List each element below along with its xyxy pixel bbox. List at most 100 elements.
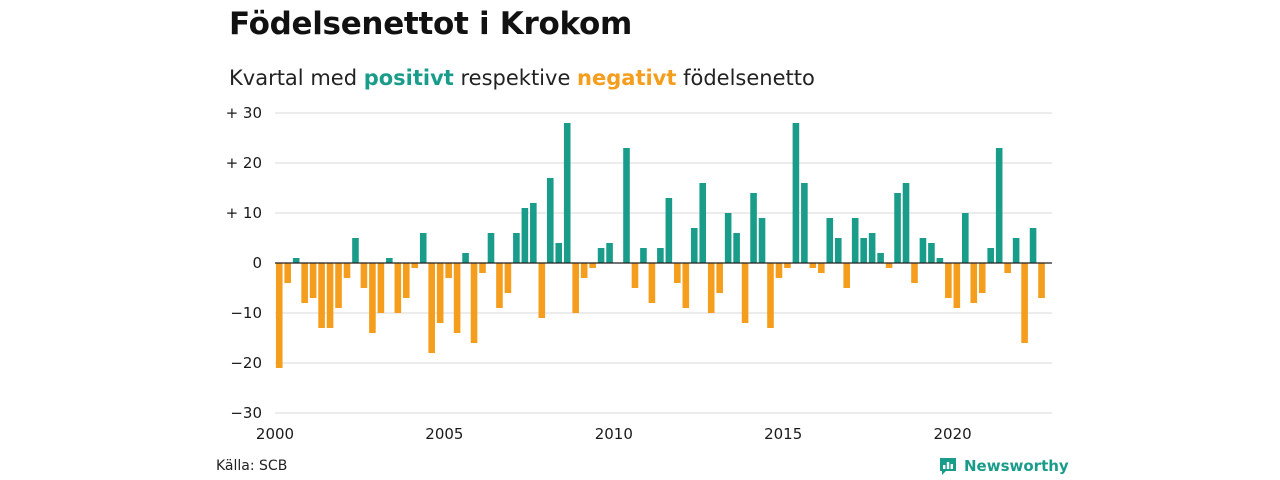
bar-negative (360, 263, 368, 288)
bar-positive (555, 243, 563, 263)
bar-positive (665, 198, 673, 263)
bar-positive (292, 258, 300, 263)
bar-negative (343, 263, 351, 278)
bar-positive (521, 208, 529, 263)
bar-negative (589, 263, 596, 268)
bar-positive (640, 248, 647, 263)
bar-positive (513, 233, 520, 263)
x-tick-label: 2005 (425, 425, 463, 443)
bar-negative (369, 263, 376, 333)
bar-positive (352, 238, 359, 263)
bar-positive (657, 248, 664, 263)
subtitle-suffix: födelsenetto (676, 66, 815, 90)
y-tick-label: −30 (230, 404, 262, 422)
bar-positive (834, 238, 842, 263)
bar-negative (335, 263, 342, 308)
subtitle-positive-keyword: positivt (363, 66, 454, 90)
bar-negative (911, 263, 918, 283)
bar-positive (724, 213, 732, 263)
y-tick-label: + 10 (226, 204, 262, 222)
newsworthy-logo: Newsworthy (938, 456, 1069, 476)
bar-negative (504, 263, 512, 293)
bar-negative (1004, 263, 1011, 273)
bars (275, 123, 1045, 368)
source-note: Källa: SCB (216, 458, 288, 474)
bar-positive (530, 203, 537, 263)
bar-negative (538, 263, 546, 318)
subtitle-prefix: Kvartal med (229, 66, 364, 90)
bar-negative (682, 263, 690, 308)
bar-positive (758, 218, 766, 263)
bar-negative (318, 263, 325, 328)
bar-negative (496, 263, 503, 308)
bar-negative (470, 263, 478, 343)
bar-positive (919, 238, 927, 263)
bar-negative (741, 263, 749, 323)
bar-negative (707, 263, 715, 313)
bar-positive (699, 183, 707, 263)
bar-negative (436, 263, 444, 323)
x-tick-label: 2015 (764, 425, 802, 443)
bar-positive (606, 243, 613, 263)
bar-negative (284, 263, 292, 283)
bar-positive (860, 238, 867, 263)
bar-positive (750, 193, 757, 263)
x-tick-label: 2000 (256, 425, 294, 443)
bar-negative (716, 263, 723, 293)
bar-positive (902, 183, 910, 263)
bar-negative (275, 263, 283, 368)
bar-negative (580, 263, 588, 278)
bar-positive (733, 233, 740, 263)
bar-negative (953, 263, 961, 308)
bar-positive (995, 148, 1003, 263)
bar-negative (453, 263, 461, 333)
x-tick-label: 2010 (595, 425, 633, 443)
bar-chart-speech-icon (940, 458, 956, 475)
bar-negative (377, 263, 385, 313)
bar-positive (386, 258, 393, 263)
bar-negative (428, 263, 435, 353)
bar-negative (572, 263, 579, 313)
bar-negative (648, 263, 656, 303)
bar-negative (978, 263, 986, 293)
bar-positive (936, 258, 944, 263)
chart-title: Födelsenettot i Krokom (229, 6, 632, 42)
bar-positive (987, 248, 995, 263)
y-tick-label: −20 (230, 354, 262, 372)
y-tick-label: −10 (230, 304, 262, 322)
y-axis-tick-labels: + 30 + 20 + 10 0 −10 −20 −30 (226, 104, 262, 422)
bar-negative (945, 263, 952, 298)
bar-positive (563, 123, 571, 263)
bar-positive (419, 233, 427, 263)
bar-positive (877, 253, 884, 263)
bar-negative (818, 263, 825, 273)
bar-positive (851, 218, 859, 263)
grid-lines (275, 112, 1052, 414)
bar-positive (801, 183, 808, 263)
bar-negative (674, 263, 681, 283)
bar-negative (479, 263, 486, 273)
bar-negative (301, 263, 308, 303)
bar-negative (631, 263, 639, 288)
bar-negative (775, 263, 783, 278)
bar-negative (970, 263, 978, 303)
y-tick-label: 0 (252, 254, 262, 272)
bar-negative (1038, 263, 1045, 298)
x-tick-label: 2020 (934, 425, 972, 443)
bar-positive (623, 148, 630, 263)
bar-negative (394, 263, 402, 313)
brand-name: Newsworthy (964, 457, 1069, 475)
bar-positive (546, 178, 554, 263)
bar-positive (868, 233, 876, 263)
bar-negative (309, 263, 317, 298)
bar-negative (1021, 263, 1028, 343)
bar-positive (928, 243, 935, 263)
bar-negative (326, 263, 334, 328)
subtitle-middle: respektive (453, 66, 578, 90)
bar-negative (767, 263, 774, 328)
bar-positive (690, 228, 698, 263)
bar-positive (597, 248, 605, 263)
bar-negative (445, 263, 452, 278)
bar-positive (962, 213, 969, 263)
